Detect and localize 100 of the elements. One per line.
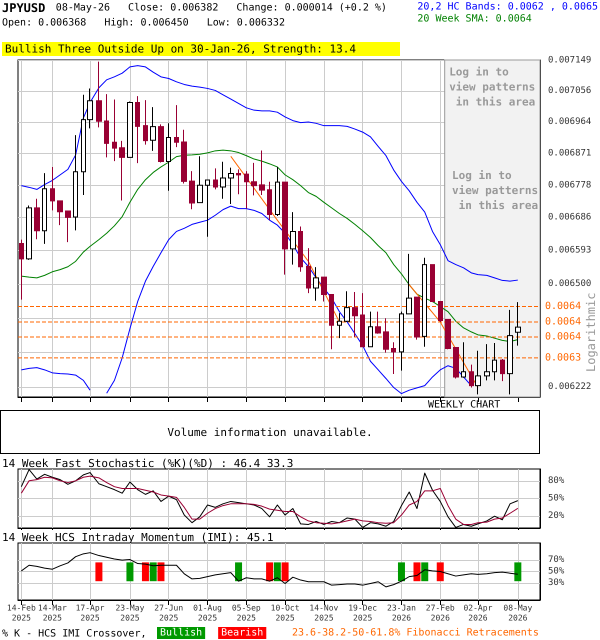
candlestick	[259, 150, 265, 196]
candlestick	[344, 290, 350, 322]
annotation: Log in to view patterns in this area	[449, 66, 536, 108]
candlestick	[174, 104, 179, 148]
y-tick-label: 0.006593	[548, 246, 592, 256]
x-tick-label: 10-Oct 2025	[270, 604, 300, 622]
candlestick	[275, 166, 280, 216]
legend-title: % K - HCS IMI Crossover,	[2, 628, 146, 640]
candlestick	[453, 346, 459, 379]
candlestick	[391, 342, 396, 374]
candlestick	[158, 124, 164, 163]
chart-title: 14 Week Fast Stochastic (%K)(%D) : 46.4 33.3	[2, 457, 294, 470]
x-tick-label: 08-May 2026	[503, 604, 532, 622]
candlestick	[205, 180, 210, 238]
candlestick	[189, 170, 195, 210]
candlestick	[166, 122, 171, 192]
candlestick	[127, 100, 133, 158]
candlestick	[298, 226, 303, 272]
candlestick	[181, 129, 187, 184]
candlestick	[197, 156, 203, 204]
text: WEEKLY CHART	[428, 400, 500, 410]
candlestick	[290, 212, 296, 266]
chart-title: 14 Week HCS Intraday Momentum (IMI): 45.1	[2, 531, 274, 544]
text: Bearish	[221, 628, 264, 638]
candlestick	[475, 350, 481, 395]
y-tick-label: 0.006778	[548, 180, 592, 191]
text: 23.6-38.2-50-61.8% Fibonacci Retracements	[292, 628, 539, 638]
candlestick	[329, 294, 334, 350]
y-tick-label: 0.006871	[548, 148, 592, 159]
candlestick	[220, 161, 226, 200]
text: 20 Week SMA: 0.0064	[417, 14, 532, 24]
candlestick	[430, 264, 435, 303]
text: Open: 0.006368 High: 0.006450 Low: 0.006332	[2, 18, 285, 28]
candlestick	[383, 318, 389, 354]
candlestick	[112, 98, 117, 162]
candlestick	[65, 210, 71, 243]
y-tick-label: 0.007149	[548, 55, 592, 66]
line-series	[20, 552, 518, 588]
candlestick	[507, 309, 513, 395]
candlestick	[251, 162, 257, 196]
candlestick	[368, 311, 373, 348]
candlestick	[414, 296, 420, 340]
text: Bullish Three Outside Up on 30-Jan-26, Strength: 13.4	[5, 42, 356, 56]
candlestick	[143, 100, 148, 146]
x-tick-label: 02-Apr 2026	[463, 604, 493, 622]
candlestick	[96, 61, 102, 128]
candlestick	[104, 94, 109, 158]
candlestick	[50, 166, 55, 211]
candlestick	[406, 253, 412, 314]
y-tick-label: 0.006964	[548, 116, 592, 127]
ref-line-label: 0.0063	[545, 352, 582, 364]
x-tick-label: 19-Dec 2025	[348, 604, 378, 622]
candlestick	[150, 106, 156, 152]
candlestick	[469, 364, 474, 388]
candlestick	[461, 342, 466, 378]
candlestick	[34, 198, 40, 240]
candlestick	[282, 182, 288, 276]
text: Volume information unavailable.	[167, 426, 373, 438]
y-axis-title: Logarithmic	[584, 292, 598, 372]
x-tick-label: 14-Feb 2025	[6, 604, 36, 622]
x-tick-label: 23-Jan 2026	[387, 604, 416, 622]
x-tick-label: 27-Jun 2025	[154, 604, 184, 622]
candlestick	[360, 292, 365, 348]
candlestick	[337, 312, 342, 339]
y-tick-label: 20%	[548, 511, 565, 522]
candlestick	[26, 204, 32, 260]
candlestick	[119, 140, 125, 202]
x-tick-label: 14-Nov 2025	[309, 604, 339, 622]
y-tick-label: 50%	[548, 566, 565, 576]
candlestick	[321, 276, 327, 302]
candlestick	[228, 167, 234, 205]
ref-line-label: 0.0064	[545, 316, 582, 328]
y-tick-label: 30%	[548, 578, 565, 588]
candlestick	[267, 181, 272, 221]
candlestick	[438, 300, 443, 322]
y-tick-label: 0.006686	[548, 212, 592, 223]
ref-line-label: 0.0064	[545, 332, 582, 343]
x-tick-label: 23-May 2025	[115, 604, 145, 622]
y-tick-label: 0.007056	[548, 86, 592, 96]
candlestick	[515, 302, 521, 346]
band-label: Log in to view patterns in this area	[452, 169, 538, 212]
candlestick	[19, 239, 24, 300]
candlestick	[445, 318, 451, 350]
x-tick-label: 01-Aug 2025	[193, 604, 222, 622]
candlestick	[500, 358, 505, 382]
candlestick	[236, 168, 241, 195]
chart-title: JPYUSD	[2, 1, 46, 15]
y-tick-label: 70%	[548, 555, 565, 566]
chart-subtitle: 08-May-26 Close: 0.006382 Change: 0.000014 (+0.2 %)	[56, 2, 387, 14]
y-tick-label: 0.006222	[548, 382, 592, 392]
y-tick-label: 80%	[548, 476, 565, 486]
candlestick	[73, 134, 78, 231]
y-tick-label: 50%	[548, 494, 565, 504]
candlestick	[399, 311, 404, 372]
candlestick	[492, 342, 497, 381]
candlestick	[422, 257, 427, 348]
candlestick	[375, 311, 381, 334]
candlestick	[306, 248, 311, 294]
candlestick	[352, 292, 358, 338]
candlestick	[57, 200, 63, 226]
